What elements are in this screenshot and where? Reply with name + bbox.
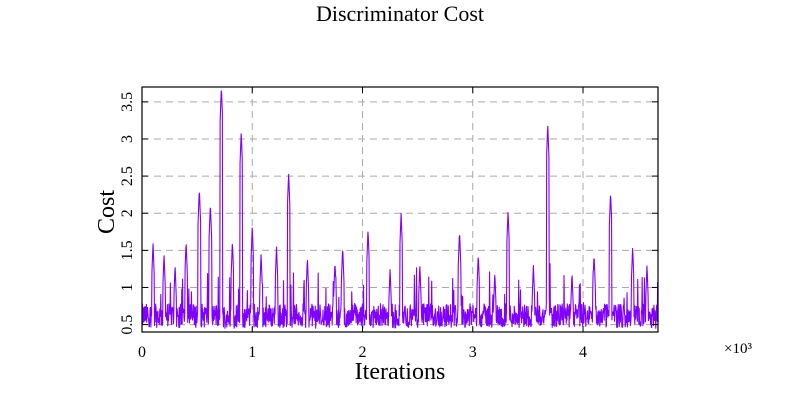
chart-title: Discriminator Cost — [316, 1, 484, 26]
x-axis-label: Iterations — [355, 359, 446, 385]
y-tick-label-4: 2.5 — [119, 166, 136, 186]
y-tick-label-5: 3 — [119, 135, 136, 143]
x-tick-label-0: 0 — [138, 344, 146, 361]
y-tick-label-2: 1.5 — [119, 240, 136, 260]
x-axis-ticks: 0 1 2 3 4 — [138, 87, 587, 361]
x-tick-label-3: 3 — [469, 344, 477, 361]
y-tick-label-1: 1 — [119, 283, 136, 291]
x-tick-label-1: 1 — [248, 344, 256, 361]
x-tick-label-2: 2 — [359, 344, 367, 361]
y-tick-label-0: 0.5 — [119, 315, 136, 335]
y-tick-label-6: 3.5 — [119, 92, 136, 112]
y-axis-ticks: 0.5 1 1.5 2 2.5 3 3.5 — [119, 92, 658, 335]
x-tick-label-4: 4 — [579, 344, 587, 361]
y-tick-label-3: 2 — [119, 209, 136, 217]
y-axis-label: Cost — [94, 190, 120, 234]
series-line-cost — [142, 90, 658, 329]
x-axis-multiplier: ×10³ — [724, 341, 752, 357]
plot-frame — [141, 86, 659, 333]
